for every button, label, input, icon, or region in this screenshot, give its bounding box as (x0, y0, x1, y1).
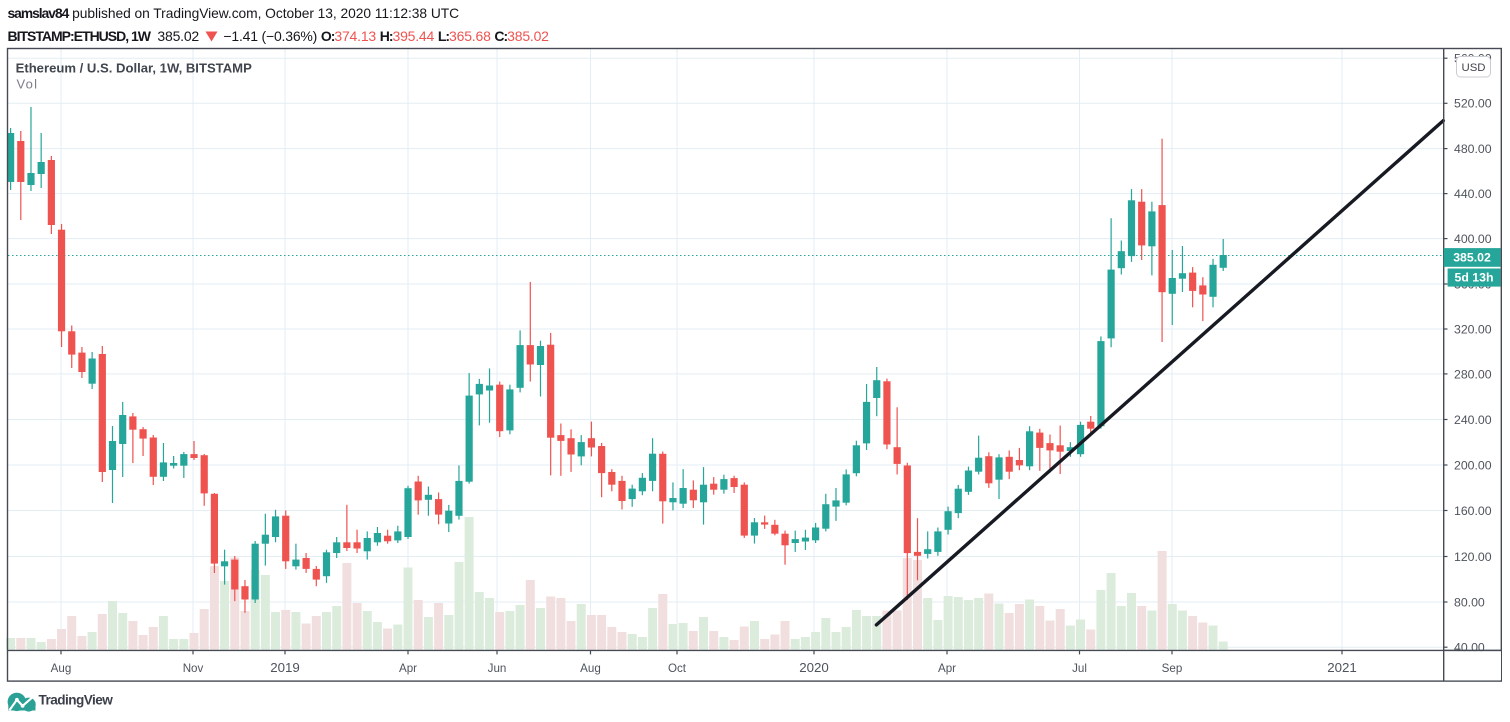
svg-text:400.00: 400.00 (1454, 232, 1492, 246)
svg-text:120.00: 120.00 (1454, 550, 1492, 564)
svg-text:2021: 2021 (1327, 660, 1357, 675)
svg-text:Ethereum / U.S. Dollar, 1W, BI: Ethereum / U.S. Dollar, 1W, BITSTAMP (16, 61, 252, 76)
svg-text:160.00: 160.00 (1454, 504, 1492, 518)
svg-text:Apr: Apr (399, 662, 417, 675)
svg-text:200.00: 200.00 (1454, 458, 1492, 472)
svg-text:385.02: 385.02 (1453, 251, 1491, 265)
svg-text:Oct: Oct (668, 662, 687, 675)
svg-text:240.00: 240.00 (1454, 413, 1492, 427)
svg-text:280.00: 280.00 (1454, 367, 1492, 381)
svg-text:Jun: Jun (488, 662, 507, 675)
svg-text:5d 13h: 5d 13h (1455, 271, 1494, 285)
svg-text:Nov: Nov (183, 662, 204, 675)
svg-text:480.00: 480.00 (1454, 142, 1492, 156)
svg-text:320.00: 320.00 (1454, 322, 1492, 336)
svg-text:Aug: Aug (51, 662, 72, 675)
svg-text:2020: 2020 (799, 660, 829, 675)
svg-text:440.00: 440.00 (1454, 187, 1492, 201)
svg-text:USD: USD (1461, 62, 1485, 74)
svg-text:Jul: Jul (1072, 662, 1087, 675)
svg-text:Sep: Sep (1162, 662, 1183, 675)
svg-text:520.00: 520.00 (1454, 97, 1492, 111)
svg-text:80.00: 80.00 (1454, 595, 1485, 609)
svg-text:TradingView: TradingView (39, 693, 114, 708)
svg-text:Aug: Aug (580, 662, 601, 675)
svg-text:Apr: Apr (938, 662, 956, 675)
svg-text:2019: 2019 (270, 660, 300, 675)
svg-text:Vol: Vol (17, 76, 39, 91)
